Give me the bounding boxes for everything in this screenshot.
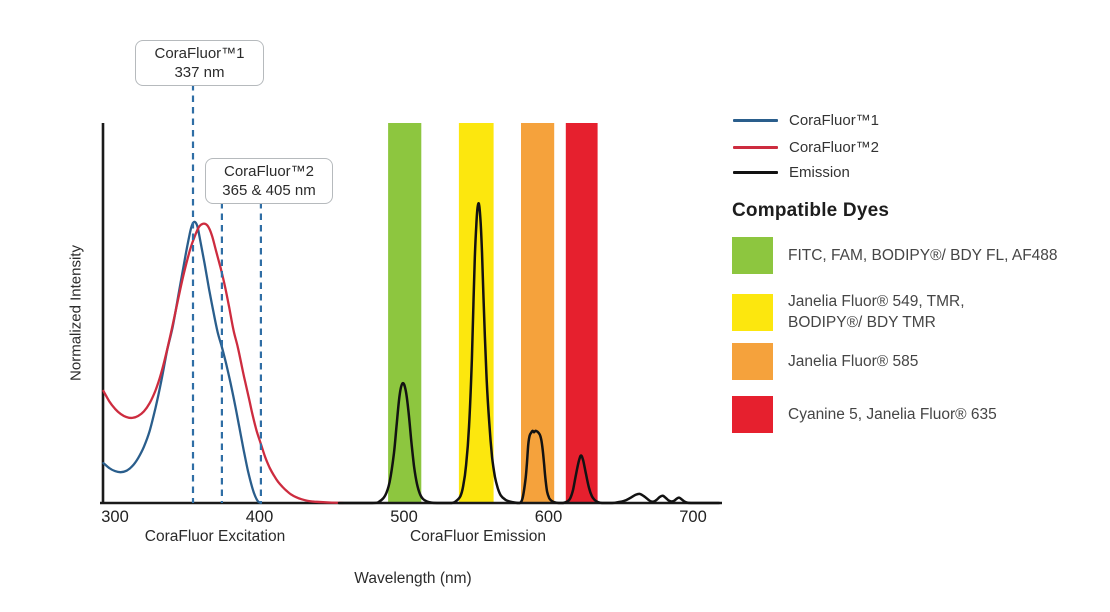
spectra-curves — [102, 202, 721, 505]
emission-curve — [337, 202, 721, 505]
legend-item-corafluor1: CoraFluor™1 — [733, 111, 880, 129]
x-axis-title: Wavelength (nm) — [354, 570, 472, 587]
y-axis-title: Normalized Intensity — [67, 245, 85, 381]
callout-corafluor2-title: CoraFluor™2 — [223, 163, 315, 180]
x-tick-label: 500 — [390, 508, 418, 526]
dye-swatch-orange — [732, 343, 773, 380]
x-tick-label: 600 — [534, 508, 563, 526]
dye-swatch-yellow — [732, 293, 773, 331]
filter-band — [388, 123, 422, 503]
legend-label: CoraFluor™1 — [789, 111, 880, 129]
dye-row-green: FITC, FAM, BODIPY®/ BDY FL, AF488 — [732, 237, 1058, 274]
dye-row-yellow: Janelia Fluor® 549, TMR, BODIPY®/ BDY TM… — [732, 291, 965, 333]
callout-corafluor1-wavelength: 337 nm — [174, 64, 225, 81]
dye-swatch-red — [732, 396, 773, 433]
dye-row-orange: Janelia Fluor® 585 — [732, 343, 918, 380]
x-tick-label: 400 — [245, 508, 274, 526]
corafluor1-excitation-curve — [102, 220, 263, 505]
filter-band — [521, 123, 555, 503]
dye-label: Janelia Fluor® 585 — [788, 353, 919, 370]
dye-swatch-green — [732, 237, 773, 274]
dye-label: Janelia Fluor® 549, TMR, BODIPY®/ BDY TM… — [788, 293, 965, 331]
legend-item-corafluor2: CoraFluor™2 — [733, 138, 880, 156]
emission-filter-bands — [388, 123, 598, 503]
x-tick-label: 700 — [679, 508, 707, 526]
excitation-wavelength-markers — [191, 84, 262, 503]
filter-band — [458, 123, 494, 503]
legend-line-swatch-red — [733, 145, 778, 149]
callout-corafluor1-excitation: CoraFluor™1 337 nm — [135, 40, 264, 86]
x-axis-caption-excitation: CoraFluor Excitation — [144, 528, 286, 545]
spectra-chart — [100, 84, 722, 505]
dye-label: Cyanine 5, Janelia Fluor® 635 — [788, 406, 997, 423]
corafluor2-excitation-curve — [102, 222, 345, 505]
x-axis-caption-emission: CoraFluor Emission — [409, 528, 547, 545]
legend-line-swatch-black — [733, 170, 778, 174]
legend-line-swatch-blue — [733, 118, 778, 122]
filter-band — [565, 123, 598, 503]
callout-corafluor1-title: CoraFluor™1 — [154, 45, 245, 62]
compatible-dyes-heading: Compatible Dyes — [732, 200, 890, 221]
callout-corafluor2-excitation: CoraFluor™2 365 & 405 nm — [205, 158, 333, 204]
dye-row-red: Cyanine 5, Janelia Fluor® 635 — [732, 396, 997, 433]
legend-label: Emission — [789, 163, 850, 181]
x-tick-label: 300 — [101, 508, 129, 526]
dye-label: FITC, FAM, BODIPY®/ BDY FL, AF488 — [788, 247, 1058, 264]
legend-label: CoraFluor™2 — [789, 138, 880, 156]
callout-corafluor2-wavelength: 365 & 405 nm — [222, 182, 316, 199]
legend-item-emission: Emission — [733, 163, 850, 181]
